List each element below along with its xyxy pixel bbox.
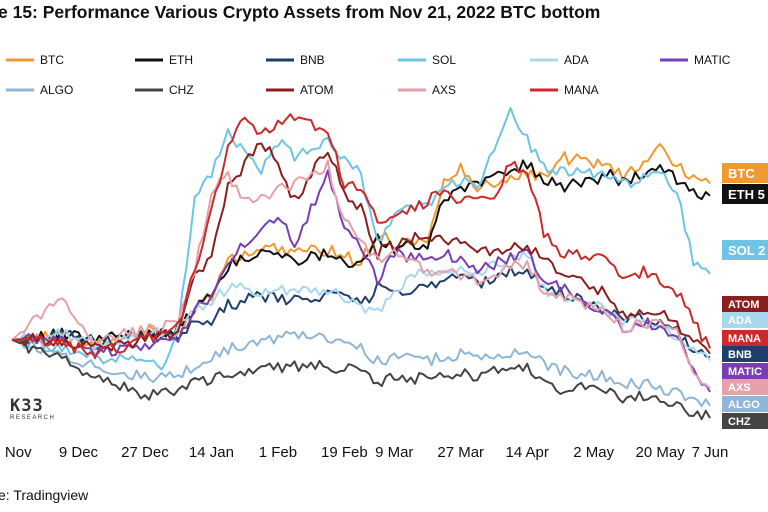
end-tag-label: ATOM <box>728 299 759 311</box>
end-tag-label: ADA <box>728 315 752 327</box>
legend-item-ada: ADA <box>530 53 589 67</box>
legend-label: BTC <box>40 53 64 67</box>
legend-label: CHZ <box>169 83 194 97</box>
legend-item-atom: ATOM <box>266 83 334 97</box>
legend-item-axs: AXS <box>398 83 456 97</box>
end-tag-axs: AXS <box>722 379 768 395</box>
x-tick-label: 7 Jun <box>692 444 729 461</box>
end-tag-box <box>722 379 768 395</box>
end-tag-box <box>722 346 768 362</box>
end-tag-box <box>722 184 768 204</box>
legend-label: BNB <box>300 53 325 67</box>
series-line-algo <box>11 330 711 408</box>
x-tick-label: 14 Jan <box>189 444 234 461</box>
series-line-chz <box>11 338 711 421</box>
legend-item-sol: SOL <box>398 53 456 67</box>
legend-label: AXS <box>432 83 456 97</box>
source-note: e: Tradingview <box>0 487 89 503</box>
end-tag-box <box>722 363 768 379</box>
series-line-eth <box>11 159 711 344</box>
end-tag-label: BTC <box>728 166 755 181</box>
x-tick-label: 9 Dec <box>59 444 99 461</box>
k33-logo: K33 RESEARCH <box>10 396 56 422</box>
x-tick-label: 2 May <box>573 444 614 461</box>
x-tick-label: 27 Dec <box>121 444 169 461</box>
end-tag-label: BNB <box>728 349 752 361</box>
legend-item-bnb: BNB <box>266 53 325 67</box>
end-tag-bnb: BNB <box>722 346 768 362</box>
end-tag-atom: ATOM <box>722 296 768 312</box>
end-tag-label: AXS <box>728 382 751 394</box>
end-tag-label: CHZ <box>728 416 751 428</box>
x-tick-label: 20 May <box>636 444 686 461</box>
x-tick-label: 1 Feb <box>259 444 297 461</box>
x-tick-label: 27 Mar <box>437 444 484 461</box>
end-tag-ada: ADA <box>722 312 768 328</box>
legend-item-chz: CHZ <box>135 83 194 97</box>
legend-item-matic: MATIC <box>660 53 731 67</box>
end-tag-algo: ALGO <box>722 396 768 412</box>
end-tag-box <box>722 413 768 429</box>
logo-text: K33 <box>10 396 44 416</box>
legend-label: ETH <box>169 53 193 67</box>
legend-item-eth: ETH <box>135 53 193 67</box>
end-tag-chz: CHZ <box>722 413 768 429</box>
end-tag-label: MANA <box>728 333 761 345</box>
x-tick-label: 14 Apr <box>506 444 549 461</box>
legend-label: SOL <box>432 53 456 67</box>
legend-item-algo: ALGO <box>6 83 73 97</box>
end-tag-box <box>722 296 768 312</box>
end-tag-matic: MATIC <box>722 363 768 379</box>
series-line-axs <box>11 159 711 390</box>
legend-label: ALGO <box>40 83 73 97</box>
series-line-mana <box>11 113 711 358</box>
legend-label: ADA <box>564 53 589 67</box>
legend-label: ATOM <box>300 83 334 97</box>
end-tag-box <box>722 312 768 328</box>
legend-item-mana: MANA <box>530 83 599 97</box>
end-tag-btc: BTC <box>722 163 768 183</box>
x-tick-label: 1 Nov <box>0 444 32 461</box>
end-tag-label: ALGO <box>728 399 760 411</box>
end-tag-box <box>722 163 768 183</box>
x-tick-label: 19 Feb <box>321 444 368 461</box>
chart-title: e 15: Performance Various Crypto Assets … <box>0 2 601 22</box>
end-tag-label: ETH 5 <box>728 187 765 202</box>
legend-label: MANA <box>564 83 599 97</box>
series-line-sol <box>11 107 711 371</box>
end-tag-sol: SOL 2 <box>722 240 768 260</box>
end-tag-box <box>722 396 768 412</box>
logo-subtext: RESEARCH <box>10 415 56 421</box>
end-tag-eth: ETH 5 <box>722 184 768 204</box>
end-tag-label: MATIC <box>728 366 762 378</box>
end-tag-box <box>722 330 768 346</box>
legend-item-btc: BTC <box>6 53 64 67</box>
end-tag-mana: MANA <box>722 330 768 346</box>
legend-label: MATIC <box>694 53 731 67</box>
end-tag-label: SOL 2 <box>728 243 765 258</box>
x-tick-label: 9 Mar <box>375 444 413 461</box>
end-tag-box <box>722 240 768 260</box>
series-line-atom <box>12 142 711 355</box>
